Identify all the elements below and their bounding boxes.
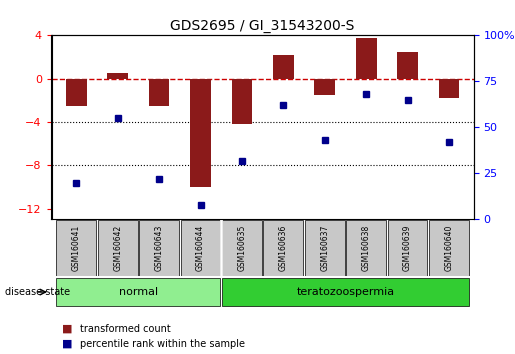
Text: GSM160640: GSM160640 bbox=[444, 224, 454, 271]
Text: GSM160642: GSM160642 bbox=[113, 225, 122, 271]
Text: disease state: disease state bbox=[5, 287, 70, 297]
Text: percentile rank within the sample: percentile rank within the sample bbox=[80, 339, 245, 349]
Bar bbox=[232, 79, 252, 124]
Text: ■: ■ bbox=[62, 339, 72, 349]
Bar bbox=[66, 79, 87, 106]
FancyBboxPatch shape bbox=[346, 220, 386, 275]
Bar bbox=[273, 55, 294, 79]
FancyBboxPatch shape bbox=[98, 220, 138, 275]
Bar bbox=[190, 79, 211, 187]
FancyBboxPatch shape bbox=[388, 220, 427, 275]
Text: GSM160636: GSM160636 bbox=[279, 224, 288, 271]
Text: GSM160637: GSM160637 bbox=[320, 224, 329, 271]
Text: GSM160639: GSM160639 bbox=[403, 224, 412, 271]
Bar bbox=[397, 52, 418, 79]
FancyBboxPatch shape bbox=[181, 220, 220, 275]
Text: GSM160641: GSM160641 bbox=[72, 225, 81, 271]
Text: ■: ■ bbox=[62, 324, 72, 333]
Text: GSM160638: GSM160638 bbox=[362, 225, 371, 271]
Title: GDS2695 / GI_31543200-S: GDS2695 / GI_31543200-S bbox=[170, 19, 355, 33]
FancyBboxPatch shape bbox=[57, 220, 96, 275]
Text: GSM160644: GSM160644 bbox=[196, 224, 205, 271]
FancyBboxPatch shape bbox=[305, 220, 345, 275]
Bar bbox=[439, 79, 459, 98]
Bar bbox=[314, 79, 335, 95]
FancyBboxPatch shape bbox=[264, 220, 303, 275]
Bar bbox=[356, 38, 376, 79]
Bar bbox=[108, 73, 128, 79]
Text: GSM160643: GSM160643 bbox=[154, 224, 164, 271]
Text: transformed count: transformed count bbox=[80, 324, 170, 333]
FancyBboxPatch shape bbox=[222, 278, 469, 306]
FancyBboxPatch shape bbox=[57, 278, 220, 306]
FancyBboxPatch shape bbox=[222, 220, 262, 275]
Text: GSM160635: GSM160635 bbox=[237, 224, 247, 271]
FancyBboxPatch shape bbox=[429, 220, 469, 275]
Bar bbox=[149, 79, 169, 106]
Text: normal: normal bbox=[119, 287, 158, 297]
Text: teratozoospermia: teratozoospermia bbox=[297, 287, 394, 297]
FancyBboxPatch shape bbox=[139, 220, 179, 275]
